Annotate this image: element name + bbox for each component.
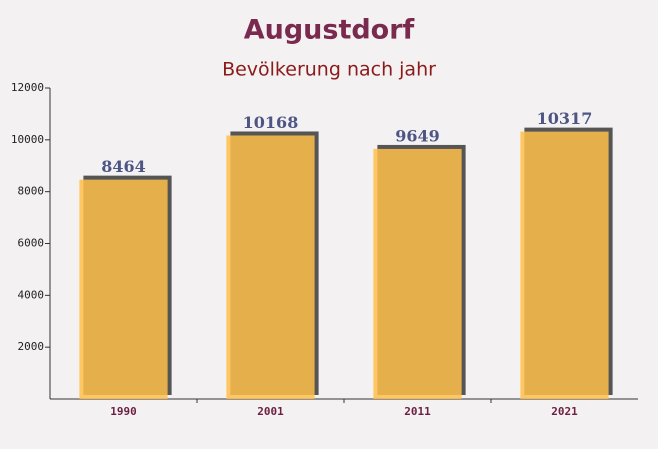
value-label: 10317 [537,109,593,128]
bar [226,135,315,399]
x-tick-label: 2021 [551,405,578,418]
x-tick-label: 1990 [110,405,137,418]
y-tick-label: 4000 [18,288,45,301]
chart-subtitle: Bevölkerung nach jahr [222,59,436,81]
bar [520,131,609,400]
y-tick-label: 2000 [18,340,45,353]
y-tick-label: 6000 [18,237,45,250]
x-tick-label: 2001 [257,405,284,418]
bar [79,179,168,399]
y-tick-label: 12000 [11,81,44,94]
y-tick-label: 8000 [18,185,45,198]
value-label: 8464 [101,157,146,176]
chart-title: Augustdorf [244,15,415,46]
value-label: 10168 [243,113,299,132]
value-label: 9649 [395,126,440,145]
y-tick-label: 10000 [11,133,44,146]
x-tick-label: 2011 [404,405,431,418]
bar [373,148,462,399]
